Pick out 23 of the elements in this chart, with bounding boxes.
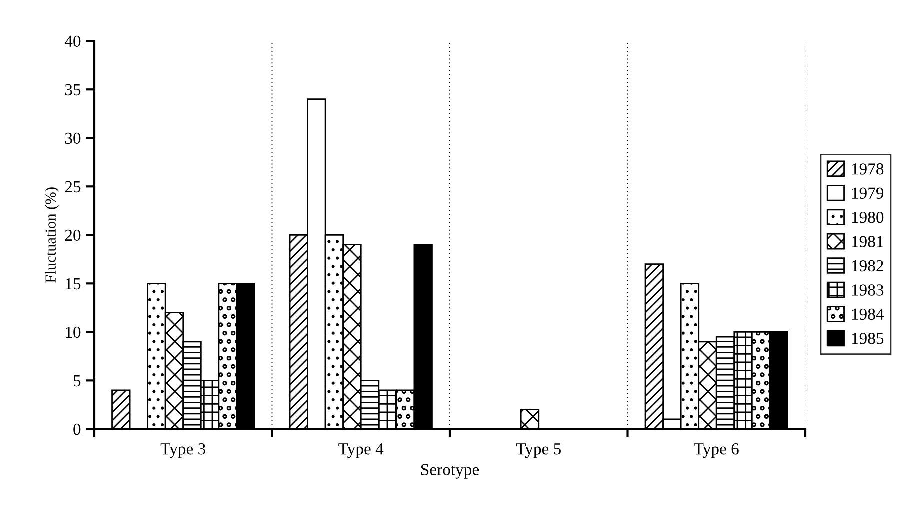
legend-label: 1984 (852, 308, 884, 320)
legend-label: 1983 (852, 284, 884, 296)
legend-label: 1981 (852, 236, 884, 248)
y-tick-label: 0 (74, 424, 81, 436)
y-tick-label: 15 (66, 278, 81, 290)
legend-label: 1978 (852, 164, 884, 175)
y-tick-label: 20 (65, 230, 81, 242)
x-tick-label: Type 5 (516, 444, 562, 458)
legend-label: 1985 (852, 333, 884, 344)
legend-label: 1980 (852, 212, 884, 224)
legend-label: 1979 (852, 188, 884, 199)
legend-label: 1982 (852, 260, 884, 272)
x-axis-title: Serotype (421, 464, 480, 479)
x-tick-label: Type 4 (338, 444, 384, 458)
y-tick-label: 40 (64, 36, 81, 48)
y-tick-label: 5 (74, 376, 81, 387)
y-tick-label: 35 (65, 84, 81, 96)
y-tick-label: 30 (65, 132, 81, 144)
x-tick-label: Type 6 (694, 444, 739, 458)
y-tick-label: 10 (66, 326, 81, 338)
y-axis-title: Fluctuation (%) (45, 188, 60, 283)
x-tick-label: Type 3 (160, 444, 206, 458)
y-tick-label: 25 (65, 181, 81, 193)
